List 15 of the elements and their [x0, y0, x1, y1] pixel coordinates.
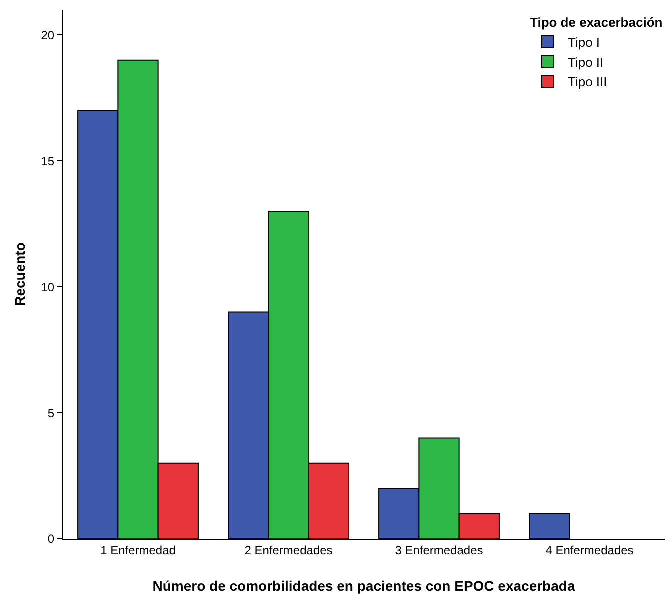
- y-tick-label: 0: [48, 532, 55, 546]
- x-tick-label: 3 Enfermedades: [395, 543, 484, 558]
- x-tick-label: 2 Enfermedades: [244, 543, 333, 558]
- x-tick-label: 1 Enfermedad: [100, 543, 176, 558]
- y-tick-label: 5: [48, 406, 55, 420]
- y-tick-label: 20: [41, 28, 55, 42]
- legend-title: Tipo de exacerbación: [530, 14, 663, 30]
- legend-label: Tipo III: [568, 74, 608, 90]
- legend-label: Tipo II: [568, 54, 604, 70]
- y-axis-title: Recuento: [12, 242, 28, 306]
- y-tick-label: 15: [41, 154, 55, 168]
- y-tick-label: 10: [41, 280, 55, 294]
- x-tick-label: 4 Enfermedades: [546, 543, 634, 558]
- x-axis-title: Número de comorbilidades en pacientes con EPOC exacerbada: [152, 578, 576, 594]
- legend-label: Tipo I: [568, 34, 600, 50]
